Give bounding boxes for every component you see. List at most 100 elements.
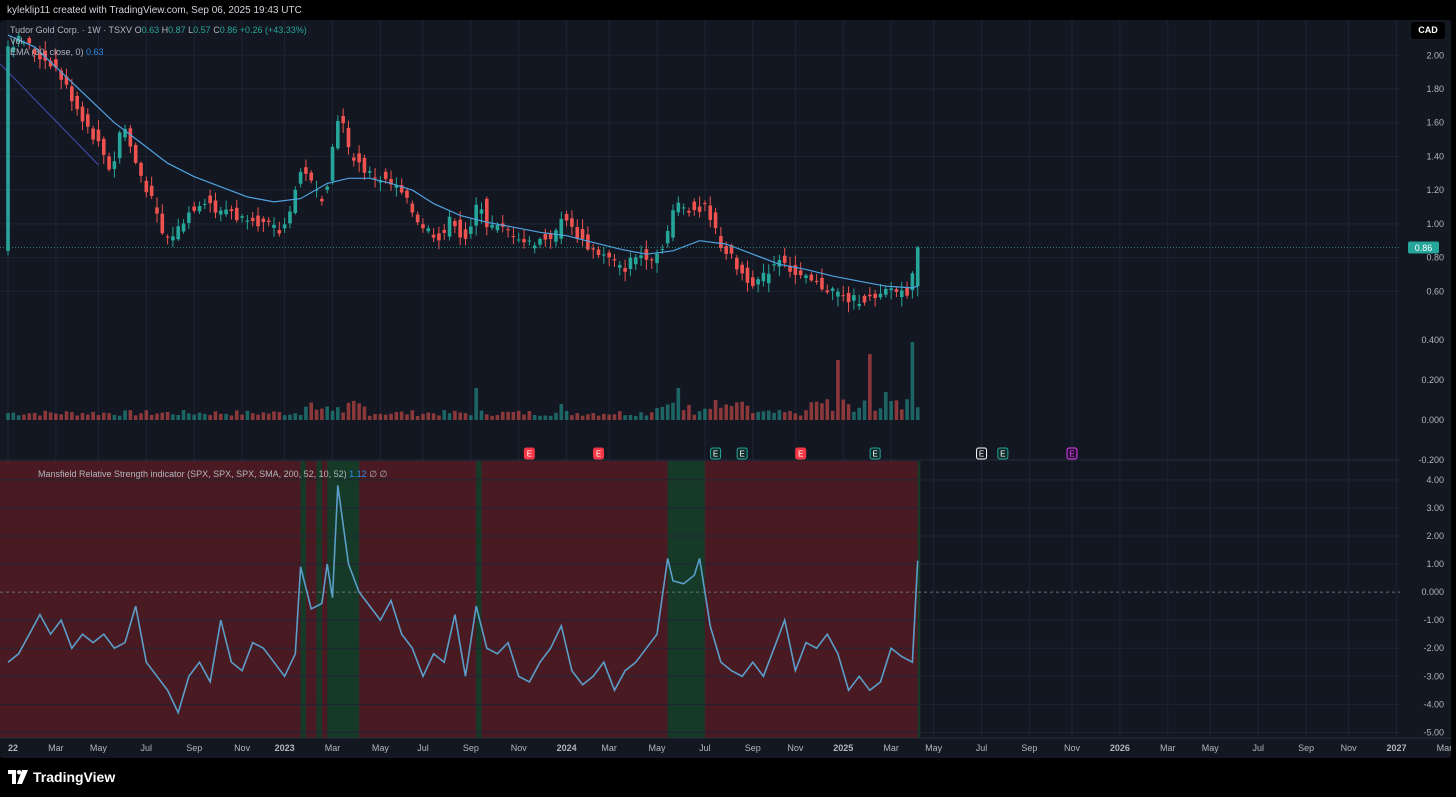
candle-body: [107, 156, 111, 170]
volume-bar: [628, 415, 633, 420]
change-value: +0.26 (+43.33%): [239, 25, 307, 35]
candle-body: [314, 189, 319, 191]
volume-bar: [405, 414, 409, 420]
candle-body: [123, 128, 127, 138]
volume-bar: [548, 415, 553, 420]
volume-bar: [128, 410, 133, 420]
volume-bar: [256, 414, 260, 420]
currency-button[interactable]: CAD: [1411, 22, 1445, 39]
volume-bar: [298, 414, 303, 420]
volume-bar: [431, 413, 436, 420]
candle-body: [165, 236, 170, 238]
candle-body: [43, 50, 48, 61]
earnings-marker-red: [593, 447, 605, 460]
volume-bar: [889, 400, 893, 420]
tradingview-wordmark: TradingView: [33, 769, 116, 785]
volume-bar: [309, 402, 314, 420]
rs-tick-label: 0.000: [1421, 587, 1444, 597]
candle-body: [298, 172, 303, 184]
tradingview-logo[interactable]: TradingView: [8, 769, 115, 785]
time-tick-label: Sep: [1298, 743, 1314, 753]
candle-body: [814, 280, 819, 282]
volume-bar: [16, 415, 21, 420]
candle-body: [671, 210, 675, 238]
volume-bar: [740, 401, 744, 420]
candle-body: [884, 288, 888, 295]
candle-body: [160, 213, 165, 234]
volume-bar: [171, 414, 175, 420]
chart-frame[interactable]: E E E E E E E E E 2.00 1.80 1.60 1.40 1.20 1.00 0.80 0.6…: [0, 20, 1451, 758]
volume-bar: [91, 411, 95, 420]
candle-body: [703, 203, 707, 205]
volume-bar: [133, 415, 138, 420]
candle-body: [899, 290, 904, 298]
price-tick-label: 1.80: [1426, 84, 1444, 94]
volume-bar: [708, 408, 713, 420]
time-tick-label: May: [90, 743, 108, 753]
ohlc-key-o: O: [134, 25, 142, 35]
candle-body: [117, 132, 122, 159]
volume-bar: [330, 410, 335, 420]
earnings-marker-green: [869, 447, 881, 460]
candle-body: [341, 115, 345, 124]
volume-bar: [511, 412, 516, 420]
candle-body: [383, 171, 388, 180]
mansfield-value: 1.12: [349, 469, 367, 479]
volume-bar: [165, 411, 170, 420]
time-tick-label: Sep: [745, 743, 761, 753]
volume-bar: [862, 400, 867, 420]
candle-body: [250, 217, 255, 222]
volume-bar: [383, 414, 388, 420]
volume-bar: [415, 415, 420, 420]
volume-bar: [649, 412, 654, 420]
candle-body: [538, 238, 542, 245]
candle-body: [649, 259, 654, 261]
candle-body: [282, 224, 287, 229]
volume-bar: [208, 415, 212, 420]
candle-body: [426, 228, 431, 232]
candle-body: [59, 70, 63, 80]
candle-body: [479, 209, 484, 214]
candle-body: [676, 202, 681, 213]
time-tick-label: Mar: [1437, 743, 1451, 753]
candle-body: [708, 205, 713, 220]
volume-bar: [575, 413, 580, 420]
candle-body: [224, 209, 228, 215]
candle-body: [809, 274, 814, 281]
volume-bar: [820, 403, 824, 420]
volume-bar: [474, 388, 478, 420]
candle-body: [915, 247, 920, 287]
candle-body: [474, 204, 478, 226]
volume-bar: [479, 410, 484, 420]
ohlc-value-l: 0.57: [193, 25, 211, 35]
time-tick-label: Mar: [48, 743, 64, 753]
volume-bar: [500, 411, 505, 420]
volume-bar: [570, 415, 574, 420]
candle-body: [485, 198, 489, 228]
time-tick-label: Nov: [787, 743, 804, 753]
candle-body: [894, 289, 899, 292]
time-tick-label: Sep: [1021, 743, 1037, 753]
volume-bar: [203, 414, 207, 420]
volume-bar: [234, 410, 239, 420]
volume-bar: [367, 415, 372, 420]
volume-bar: [362, 406, 367, 420]
candle-body: [735, 257, 739, 270]
candle-body: [91, 128, 95, 140]
candle-body: [607, 252, 611, 258]
volume-bar: [250, 413, 255, 420]
volume-label: Vol: [10, 36, 23, 46]
volume-legend: Vol: [10, 36, 23, 46]
chart-canvas[interactable]: E E E E E E E E E 2.00 1.80 1.60 1.40 1.20 1.00 0.80 0.6…: [0, 20, 1451, 758]
candle-body: [27, 38, 32, 44]
candle-body: [431, 234, 436, 238]
volume-bar: [836, 360, 840, 420]
volume-bar: [761, 411, 766, 420]
volume-bar: [522, 414, 526, 420]
earnings-marker-label: E: [798, 450, 803, 459]
volume-bar: [245, 410, 250, 420]
volume-bar: [304, 406, 308, 420]
candle-body: [229, 209, 234, 212]
candle-body: [910, 273, 915, 290]
candle-body: [570, 218, 574, 227]
